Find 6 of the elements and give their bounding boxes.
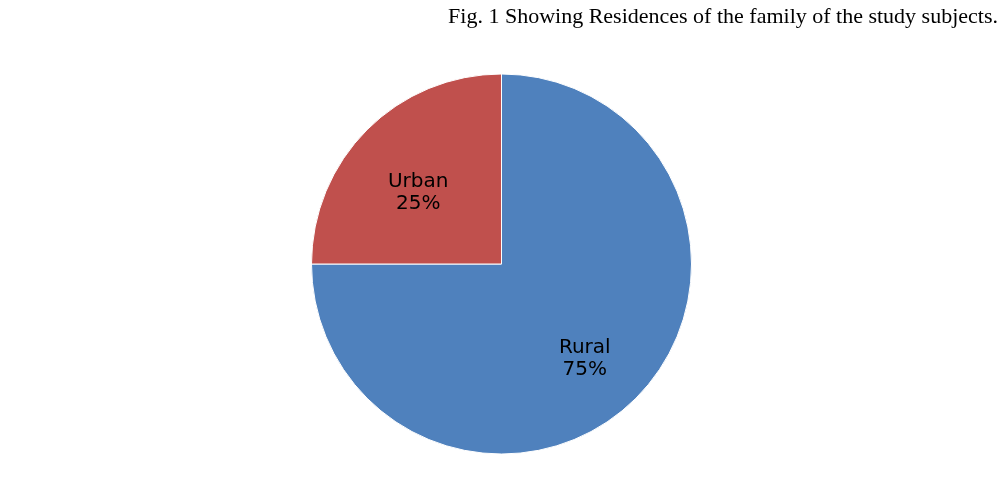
chart-title: Fig. 1 Showing Residences of the family of the study subjects. <box>448 3 998 28</box>
slice-label: Rural <box>558 334 611 359</box>
pie-slice <box>311 73 692 455</box>
data-label: 25% <box>395 189 441 214</box>
data-label: 75% <box>562 356 608 381</box>
slice-label: Urban <box>387 167 449 192</box>
